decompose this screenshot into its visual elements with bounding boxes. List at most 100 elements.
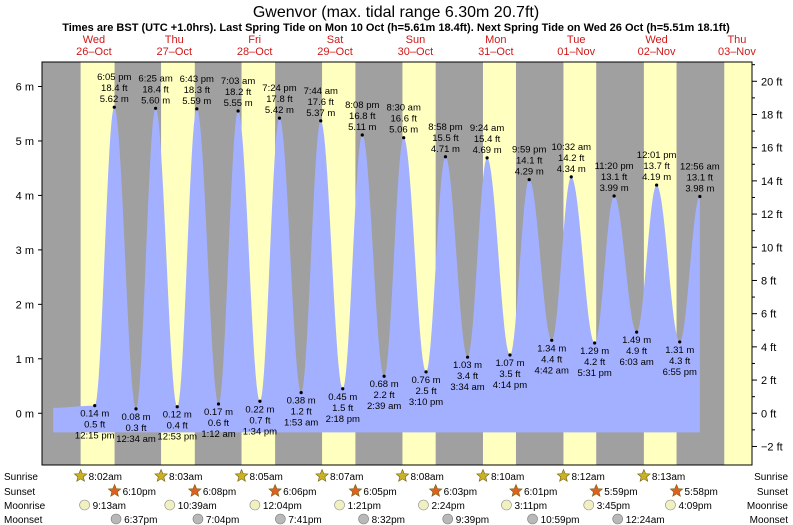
- high-tide-feet: 14.1 ft: [516, 156, 543, 167]
- high-tide-metres: 3.99 m: [600, 183, 629, 194]
- low-tide-point: [382, 374, 386, 378]
- day-name-label: Thu: [165, 34, 184, 46]
- high-tide-feet: 18.4 ft: [101, 83, 128, 94]
- sunrise-time: 8:03am: [169, 472, 202, 483]
- low-tide-time: 4:42 am: [535, 365, 569, 376]
- high-tide-time: 8:58 pm: [428, 122, 462, 133]
- y-right-tick-label: 18 ft: [761, 109, 782, 121]
- low-tide-point: [216, 402, 221, 406]
- moonset-time: 6:37pm: [124, 515, 157, 525]
- daylight-band: [724, 62, 752, 465]
- high-tide-metres: 4.29 m: [515, 167, 544, 178]
- moonrise-time: 3:11pm: [514, 501, 547, 512]
- high-tide-point: [154, 106, 158, 110]
- low-tide-feet: 4.9 ft: [626, 346, 647, 357]
- low-tide-metres: 1.29 m: [580, 346, 609, 357]
- high-tide-metres: 5.11 m: [348, 122, 376, 133]
- day-date-label: 02–Nov: [638, 46, 676, 58]
- y-left-tick-label: 6 m: [16, 82, 34, 94]
- low-tide-feet: 0.5 ft: [84, 420, 105, 431]
- sunset-icon: [107, 483, 122, 497]
- sunrise-icon: [636, 468, 651, 482]
- high-tide-metres: 5.06 m: [389, 125, 418, 136]
- low-tide-point: [341, 387, 345, 391]
- low-tide-time: 3:34 am: [450, 382, 484, 393]
- y-left-tick-label: 1 m: [16, 354, 34, 366]
- sunset-icon: [428, 483, 443, 497]
- moonset-icon: [110, 513, 122, 525]
- sunrise-time: 8:02am: [89, 472, 122, 483]
- sunrise-icon: [556, 468, 571, 482]
- high-tide-metres: 5.37 m: [306, 108, 335, 119]
- moonrise-icon: [665, 499, 676, 511]
- low-tide-time: 4:14 pm: [493, 380, 527, 391]
- low-tide-point: [465, 355, 470, 359]
- day-date-label: 27–Oct: [157, 46, 192, 58]
- high-tide-metres: 5.60 m: [141, 95, 170, 106]
- high-tide-time: 12:56 am: [680, 162, 720, 173]
- high-tide-point: [569, 175, 573, 179]
- low-tide-point: [593, 341, 597, 345]
- high-tide-metres: 5.62 m: [100, 94, 129, 105]
- sunset-time: 6:05pm: [363, 487, 396, 498]
- sunset-icon: [268, 483, 283, 497]
- water-area: [53, 107, 700, 433]
- moonrise-icon: [79, 499, 90, 511]
- low-tide-point: [678, 340, 682, 344]
- y-right-tick-label: 0 ft: [761, 408, 776, 420]
- low-tide-time: 1:12 am: [201, 429, 235, 440]
- y-left-tick-label: 2 m: [16, 299, 34, 311]
- low-tide-feet: 0.3 ft: [125, 423, 146, 434]
- day-date-label: 31–Oct: [478, 46, 513, 58]
- day-date-label: 30–Oct: [398, 46, 433, 58]
- low-tide-time: 12:34 am: [116, 434, 156, 445]
- low-tide-point: [258, 399, 262, 403]
- moonrise-time: 10:39am: [178, 501, 217, 512]
- moonset-icon: [275, 513, 286, 525]
- moonset-row-label-left: Moonset: [4, 515, 43, 525]
- low-tide-metres: 1.07 m: [495, 358, 524, 369]
- moonset-time: 12:24am: [626, 515, 665, 525]
- high-tide-metres: 5.42 m: [265, 105, 294, 116]
- sunset-time: 5:59pm: [604, 487, 637, 498]
- high-tide-point: [612, 194, 616, 198]
- day-date-label: 26–Oct: [76, 46, 111, 58]
- day-labels: Wed26–OctThu27–OctFri28–OctSat29–OctSun3…: [76, 34, 756, 58]
- high-tide-time: 8:30 am: [387, 103, 421, 114]
- high-tide-feet: 13.7 ft: [643, 161, 670, 172]
- moonrise-time: 3:45pm: [597, 501, 630, 512]
- low-tide-feet: 4.3 ft: [669, 356, 690, 367]
- moonrise-icon: [164, 499, 176, 511]
- high-tide-time: 7:24 pm: [262, 83, 296, 94]
- low-tide-time: 1:34 pm: [243, 426, 277, 437]
- high-tide-point: [319, 119, 323, 123]
- low-tide-time: 3:10 pm: [409, 397, 443, 408]
- high-tide-metres: 5.59 m: [182, 96, 211, 107]
- high-tide-point: [698, 194, 702, 199]
- moonset-icon: [527, 513, 538, 525]
- sunrise-icon: [395, 468, 410, 482]
- low-tide-time: 2:39 am: [367, 401, 401, 412]
- sunset-time: 6:08pm: [203, 487, 236, 498]
- high-tide-time: 9:24 am: [470, 123, 504, 134]
- high-tide-feet: 13.1 ft: [687, 173, 714, 184]
- high-tide-point: [527, 178, 531, 182]
- sunset-time: 6:10pm: [123, 487, 156, 498]
- day-date-label: 28–Oct: [237, 46, 272, 58]
- y-left-tick-label: 0 m: [16, 408, 34, 420]
- high-tide-metres: 5.55 m: [224, 98, 253, 109]
- low-tide-metres: 1.34 m: [537, 343, 566, 354]
- sunset-icon: [589, 483, 604, 497]
- moonset-icon: [192, 513, 204, 525]
- high-tide-point: [277, 116, 282, 120]
- low-tide-point: [93, 404, 97, 408]
- y-left-tick-label: 3 m: [16, 245, 34, 257]
- low-tide-feet: 1.5 ft: [332, 403, 353, 414]
- sunset-time: 5:58pm: [685, 487, 718, 498]
- sunrise-icon: [234, 468, 249, 482]
- high-tide-time: 11:20 pm: [595, 161, 634, 172]
- high-tide-point: [195, 107, 199, 111]
- sunset-icon: [187, 483, 202, 497]
- moonset-time: 10:59pm: [541, 515, 580, 525]
